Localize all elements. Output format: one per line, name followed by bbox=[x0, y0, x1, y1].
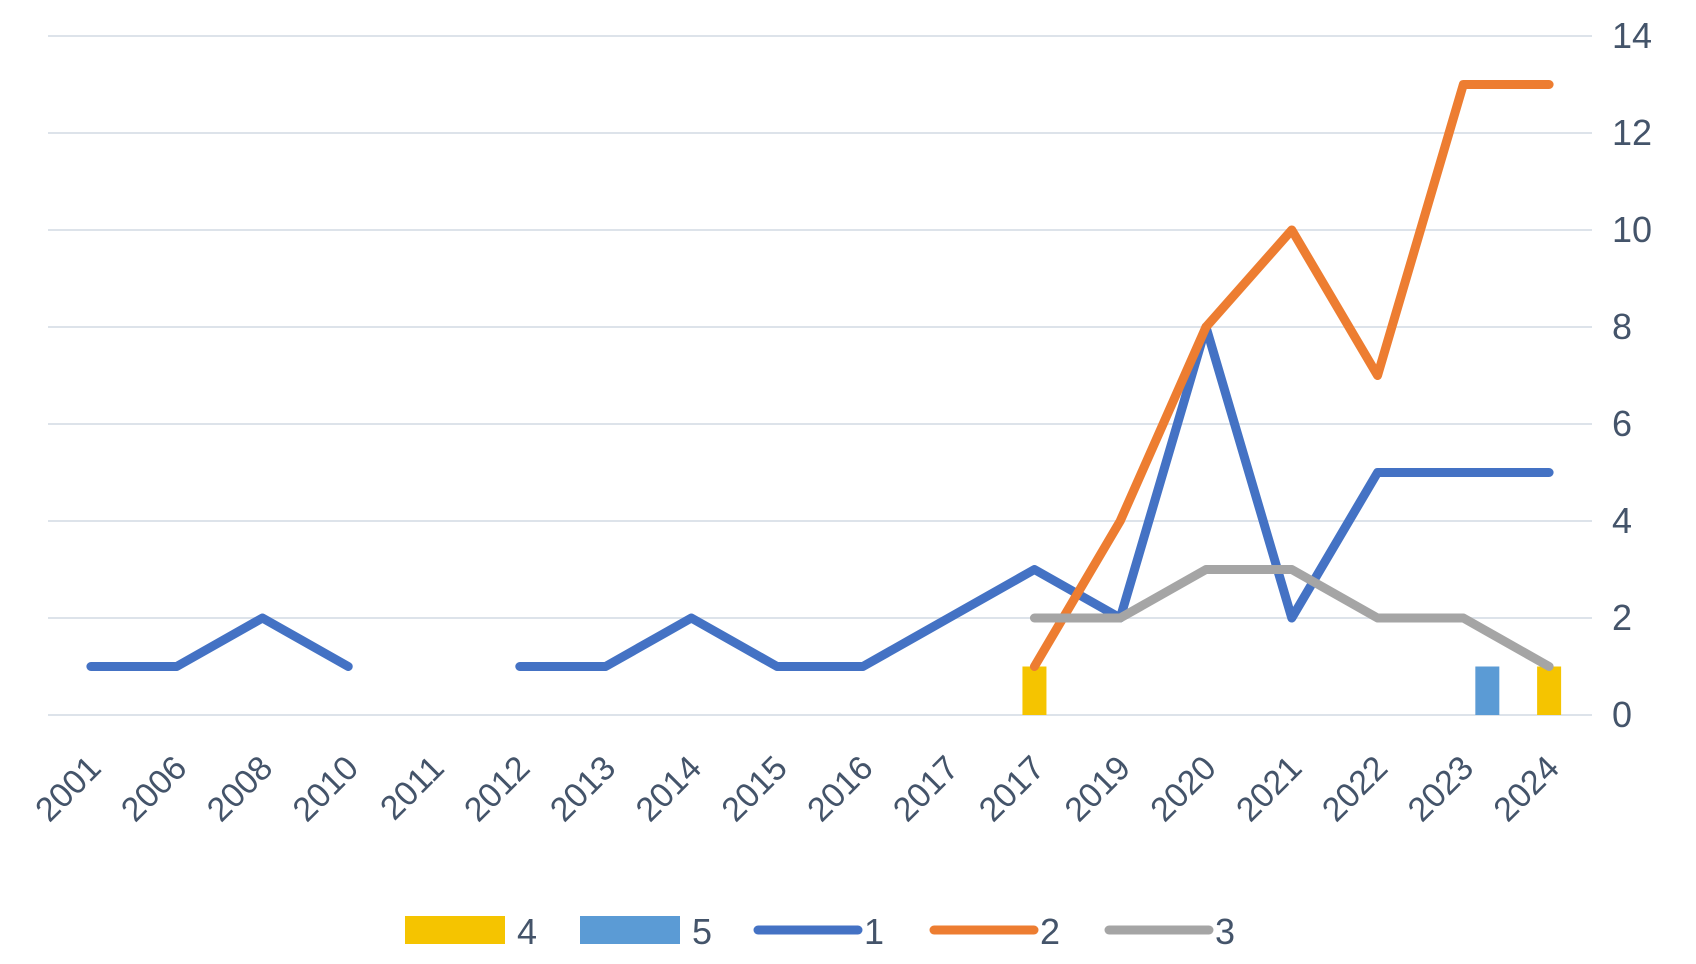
x-tick-label: 2001 bbox=[28, 749, 108, 829]
x-tick-label: 2016 bbox=[800, 749, 880, 829]
x-tick-label: 2015 bbox=[714, 749, 794, 829]
y-tick-label: 12 bbox=[1612, 112, 1652, 153]
y-tick-label: 2 bbox=[1612, 597, 1632, 638]
legend-label-5: 5 bbox=[692, 911, 712, 952]
x-tick-label: 2021 bbox=[1229, 749, 1309, 829]
line-series bbox=[86, 80, 1554, 671]
line-series-2 bbox=[1029, 80, 1554, 671]
line-series-1 bbox=[515, 322, 1554, 671]
legend-label-1: 1 bbox=[864, 911, 884, 952]
legend-swatch-5 bbox=[580, 916, 680, 944]
line-series-3 bbox=[1029, 565, 1554, 671]
y-axis-ticks: 0 2 4 6 8 10 12 14 bbox=[1612, 15, 1652, 735]
legend-swatch-4 bbox=[405, 916, 505, 944]
x-tick-label: 2023 bbox=[1401, 749, 1481, 829]
y-tick-label: 14 bbox=[1612, 15, 1652, 56]
bar-series bbox=[1022, 666, 1562, 715]
legend-label-3: 3 bbox=[1215, 911, 1235, 952]
x-tick-label: 2012 bbox=[457, 749, 537, 829]
bar-series-5 bbox=[1475, 666, 1500, 715]
x-tick-label: 2011 bbox=[373, 749, 452, 828]
legend-label-4: 4 bbox=[517, 911, 537, 952]
x-tick-label: 2010 bbox=[286, 749, 366, 829]
legend-label-2: 2 bbox=[1040, 911, 1060, 952]
x-tick-label: 2022 bbox=[1315, 749, 1395, 829]
x-tick-label: 2019 bbox=[1058, 749, 1138, 829]
y-tick-label: 4 bbox=[1612, 500, 1632, 541]
legend: 4 5 1 2 3 bbox=[405, 911, 1235, 952]
line-series-1 bbox=[86, 613, 353, 671]
x-axis-ticks: 2001 2006 2008 2010 2011 2012 2013 2014 2015 2016… bbox=[28, 749, 1567, 829]
y-tick-label: 6 bbox=[1612, 403, 1632, 444]
x-tick-label: 2006 bbox=[114, 749, 194, 829]
bar-series-4 bbox=[1537, 666, 1562, 715]
y-tick-label: 10 bbox=[1612, 209, 1652, 250]
x-tick-label: 2020 bbox=[1143, 749, 1223, 829]
x-tick-label: 2017 bbox=[972, 749, 1052, 829]
x-tick-label: 2024 bbox=[1486, 749, 1566, 829]
x-tick-label: 2008 bbox=[200, 749, 280, 829]
x-tick-label: 2017 bbox=[886, 749, 966, 829]
bar-series-4 bbox=[1022, 666, 1047, 715]
x-tick-label: 2013 bbox=[543, 749, 623, 829]
gridlines bbox=[48, 35, 1592, 716]
y-tick-label: 0 bbox=[1612, 694, 1632, 735]
x-tick-label: 2014 bbox=[629, 749, 709, 829]
y-tick-label: 8 bbox=[1612, 306, 1632, 347]
